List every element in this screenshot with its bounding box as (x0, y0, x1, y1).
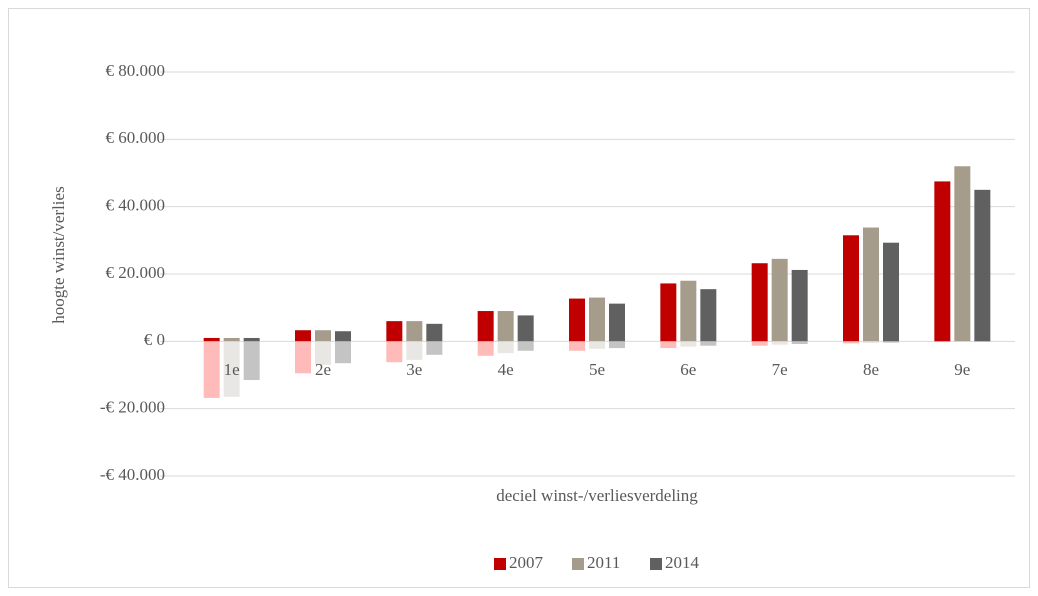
bar (751, 341, 768, 346)
bar (843, 341, 859, 344)
bar (843, 235, 859, 342)
bar (609, 303, 625, 342)
legend-label: 2014 (665, 553, 700, 572)
bar (335, 341, 351, 364)
bar (660, 283, 677, 342)
bar (223, 341, 240, 397)
legend-swatch (494, 558, 506, 570)
bar (315, 330, 331, 342)
y-tick-label: € 0 (144, 330, 165, 349)
bar (934, 341, 951, 343)
x-tick-label: 1e (224, 360, 240, 379)
bar (863, 341, 879, 344)
bar (589, 297, 605, 342)
bar (589, 341, 605, 349)
bar (569, 298, 585, 342)
bar (883, 242, 899, 342)
bar (771, 258, 788, 342)
bar (700, 341, 717, 346)
bar (295, 341, 311, 374)
bar (386, 341, 403, 363)
bar (791, 269, 808, 342)
y-tick-label: -€ 20.000 (100, 398, 165, 417)
x-tick-label: 8e (863, 360, 879, 379)
bar (609, 341, 625, 349)
bar (791, 341, 808, 345)
bar (203, 337, 220, 342)
x-tick-label: 2e (315, 360, 331, 379)
bar (700, 289, 717, 342)
bar (477, 341, 494, 356)
legend-label: 2007 (509, 553, 544, 572)
bar (386, 321, 403, 342)
bar (315, 341, 331, 365)
bar (203, 341, 220, 398)
x-tick-label: 7e (772, 360, 788, 379)
bar (497, 311, 514, 342)
bar (660, 341, 677, 349)
bar (883, 341, 899, 343)
bar (243, 341, 260, 381)
bar (517, 315, 534, 342)
bar (569, 341, 585, 351)
legend-label: 2011 (587, 553, 620, 572)
bar (477, 311, 494, 342)
bar (335, 331, 351, 342)
bar (680, 280, 697, 342)
bar (243, 337, 260, 342)
legend-swatch (572, 558, 584, 570)
bar (426, 341, 443, 355)
x-tick-label: 9e (954, 360, 970, 379)
x-tick-label: 3e (406, 360, 422, 379)
x-tick-label: 6e (680, 360, 696, 379)
y-axis-title: hoogte winst/verlies (49, 186, 68, 323)
bar (954, 166, 971, 342)
bar (863, 227, 879, 342)
chart-frame (8, 8, 1030, 588)
bar (974, 189, 991, 342)
bar (934, 181, 951, 342)
bar (406, 341, 423, 360)
x-tick-label: 4e (498, 360, 514, 379)
bar (680, 341, 697, 347)
bar (517, 341, 534, 351)
x-axis-title: deciel winst-/verliesverdeling (496, 486, 698, 505)
y-tick-label: € 80.000 (106, 61, 166, 80)
legend-swatch (650, 558, 662, 570)
y-tick-label: € 60.000 (106, 128, 166, 147)
bar (751, 263, 768, 342)
bar (295, 330, 311, 342)
y-tick-label: -€ 40.000 (100, 465, 165, 484)
bar (771, 341, 788, 345)
bar (426, 323, 443, 342)
bar (406, 321, 423, 342)
bar (223, 337, 240, 342)
x-tick-label: 5e (589, 360, 605, 379)
bar (497, 341, 514, 354)
y-tick-label: € 40.000 (106, 196, 166, 215)
y-tick-label: € 20.000 (106, 263, 166, 282)
bar (954, 341, 971, 343)
